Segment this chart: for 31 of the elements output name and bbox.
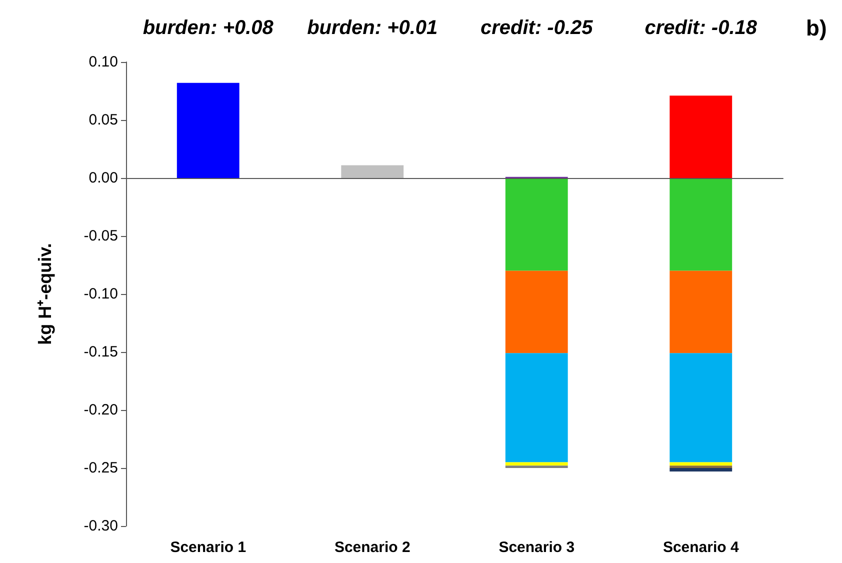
y-tick-label: -0.15 bbox=[84, 344, 118, 360]
bar bbox=[670, 270, 732, 354]
bar bbox=[341, 165, 404, 178]
text: burden: +0.01 bbox=[307, 17, 438, 39]
y-tick-label: -0.05 bbox=[84, 228, 118, 244]
bar bbox=[670, 462, 732, 466]
text: credit: -0.25 bbox=[480, 17, 594, 39]
y-tick-label: -0.20 bbox=[84, 402, 118, 418]
y-tick-label: -0.30 bbox=[84, 518, 118, 534]
y-tick-label: -0.25 bbox=[84, 460, 118, 476]
bar bbox=[505, 462, 568, 466]
x-tick-label: Scenario 4 bbox=[662, 539, 740, 556]
x-tick-label: Scenario 1 bbox=[170, 539, 246, 556]
y-axis-title: kg H⁺-equiv. bbox=[35, 243, 55, 345]
bar bbox=[670, 353, 732, 462]
text: burden: +0.08 bbox=[142, 17, 274, 39]
x-tick-label: Scenario 2 bbox=[334, 539, 410, 556]
y-tick-label: 0.00 bbox=[88, 170, 118, 186]
bar bbox=[176, 82, 240, 178]
bar bbox=[670, 178, 732, 271]
bar bbox=[670, 96, 732, 178]
bar bbox=[505, 270, 568, 354]
text: b) bbox=[806, 16, 827, 40]
bar bbox=[505, 178, 568, 271]
x-tick-label: Scenario 3 bbox=[498, 539, 575, 556]
y-tick-label: 0.05 bbox=[88, 112, 118, 128]
text: credit: -0.18 bbox=[644, 17, 758, 39]
y-tick-label: -0.10 bbox=[84, 286, 118, 302]
bar bbox=[670, 468, 732, 472]
bar bbox=[505, 353, 568, 462]
y-tick-label: 0.10 bbox=[88, 54, 118, 70]
